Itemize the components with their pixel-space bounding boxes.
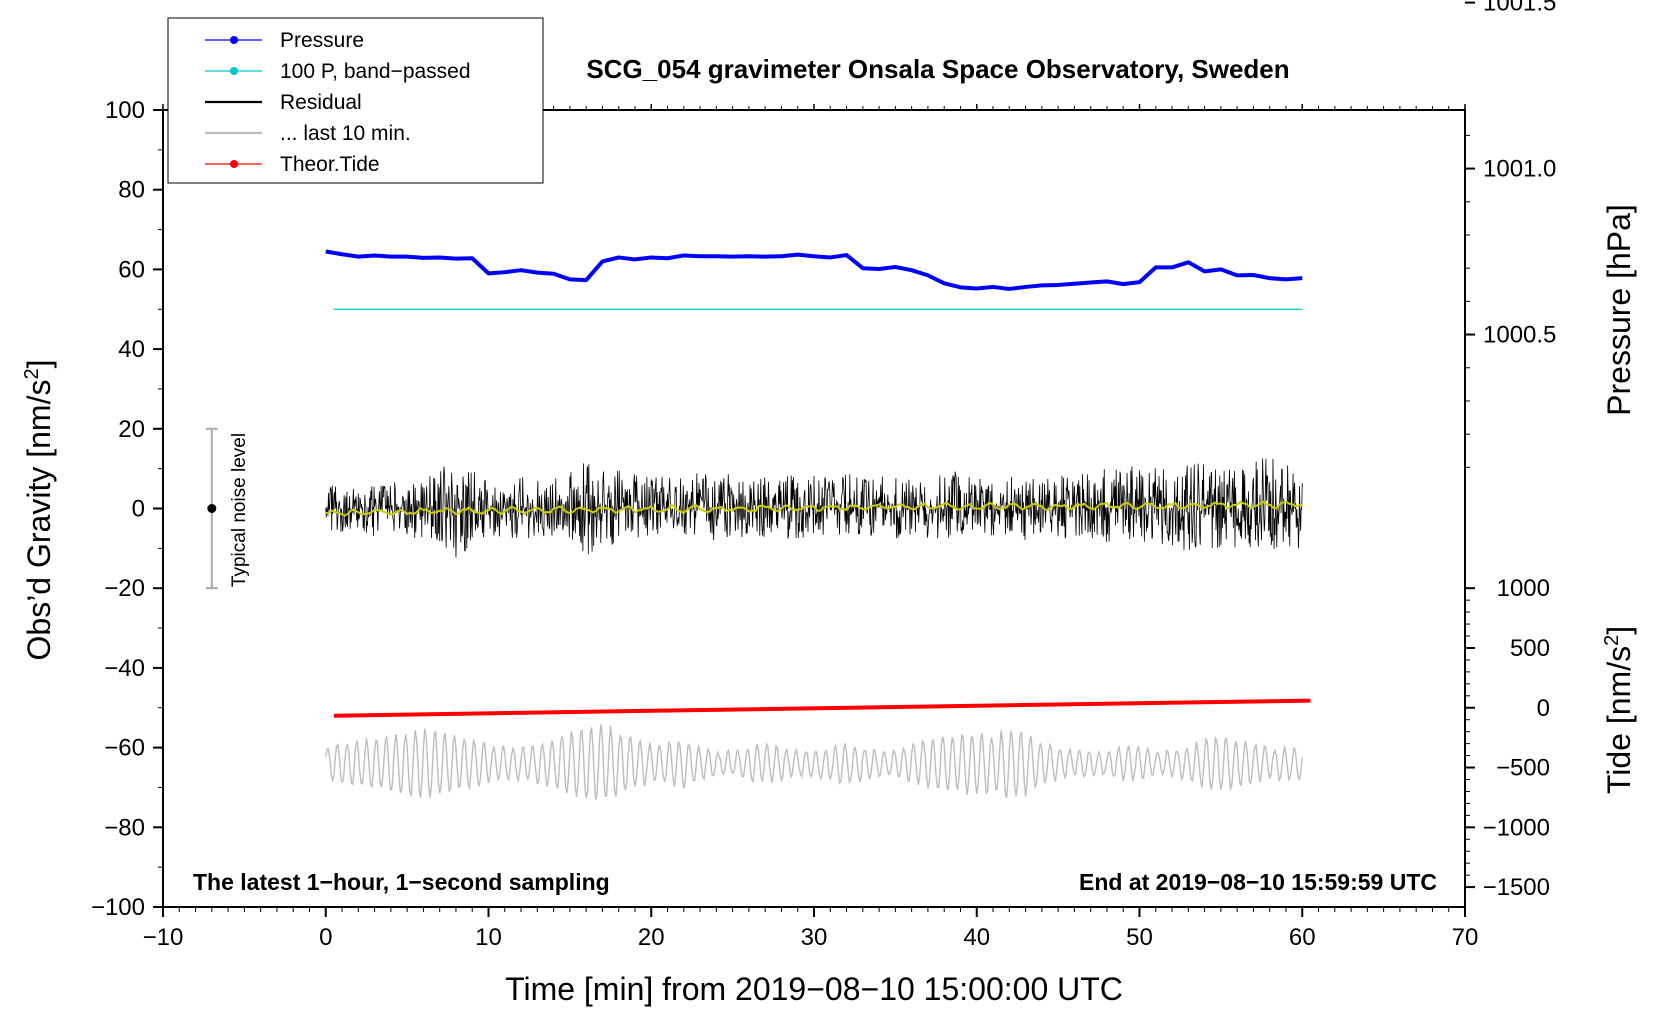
y-tick-label: −40 [104,655,145,682]
y-tick-label: 20 [118,416,145,443]
x-tick-label: 70 [1452,924,1479,951]
theoretical-tide-line [333,698,1311,718]
sampling-annotation: The latest 1−hour, 1−second sampling [193,869,610,895]
legend: Pressure 100 P, band−passed Residual ... la… [167,17,544,184]
residual-line [325,458,1303,558]
x-tick-label: 60 [1289,924,1316,951]
legend-swatch-marker [230,36,238,44]
tide-tick-label: −500 [1496,755,1550,782]
y-axis-title-sup: 2 [21,368,43,379]
x-tick-label: 50 [1126,924,1153,951]
y-tick-label: −100 [91,894,145,921]
tide-tick-label: −1000 [1483,814,1550,841]
pressure-axis-title: Pressure [hPa] [1601,204,1637,416]
pressure-line [325,249,1303,291]
y-axis-title-end: ] [21,360,57,369]
y-tick-label: 0 [132,496,145,523]
y-tick-label: 100 [105,97,145,124]
y-tick-label: 40 [118,336,145,363]
x-tick-label: −10 [143,924,184,951]
x-tick-label: 30 [801,924,828,951]
last-10-min-line [325,724,1303,800]
x-axis-title: Time [min] from 2019−08−10 15:00:00 UTC [505,971,1123,1007]
tide-tick-label: −1500 [1483,874,1550,901]
tide-tick-label: 500 [1510,635,1550,662]
noise-center-dot [207,504,217,513]
y-axis-title-main: Obs’d Gravity [nm/s [21,380,57,661]
y-tick-label: −20 [104,575,145,602]
y-tick-label: −60 [104,735,145,762]
end-time-annotation: End at 2019−08−10 15:59:59 UTC [1079,869,1437,895]
tide-axis-title: Tide [nm/s2] [1601,626,1637,794]
y-axis-title: Obs’d Gravity [nm/s2] [21,360,57,661]
axes-layer: −10 0 10 20 30 40 50 60 70−100−80−60−40−20020406… [91,0,1556,951]
series-layer [325,249,1311,800]
y-tick-label: 80 [118,177,145,204]
tide-tick-label: 1000 [1497,575,1550,602]
legend-label: ... last 10 min. [280,122,411,145]
tide-axis-title-main: Tide [nm/s [1601,646,1637,794]
legend-swatch-marker [230,160,238,168]
y-tick-label: −80 [104,814,145,841]
y-tick-label: 60 [118,256,145,283]
noise-level-label: Typical noise level [229,433,250,587]
x-tick-label: 0 [319,924,332,951]
legend-label: 100 P, band−passed [280,60,471,83]
x-tick-label: 10 [475,924,502,951]
legend-label: Pressure [280,29,364,52]
pressure-tick-label: 1001.0 [1483,156,1556,183]
legend-label: Residual [280,91,362,114]
residual-smoothed-line [325,500,1303,517]
pressure-tick-label: 1001.5 [1483,0,1556,17]
x-tick-label: 20 [638,924,665,951]
legend-swatch-marker [230,67,238,75]
x-tick-label: 40 [963,924,990,951]
chart-title: SCG_054 gravimeter Onsala Space Observat… [586,54,1289,84]
tide-tick-label: 0 [1537,695,1550,722]
noise-level-indicator: Typical noise level [205,427,250,590]
tide-axis-title-sup: 2 [1601,635,1623,646]
pressure-tick-label: 1000.5 [1483,322,1556,349]
tide-axis-title-end: ] [1601,626,1637,635]
legend-box [167,17,544,184]
legend-label: Theor.Tide [280,153,380,176]
